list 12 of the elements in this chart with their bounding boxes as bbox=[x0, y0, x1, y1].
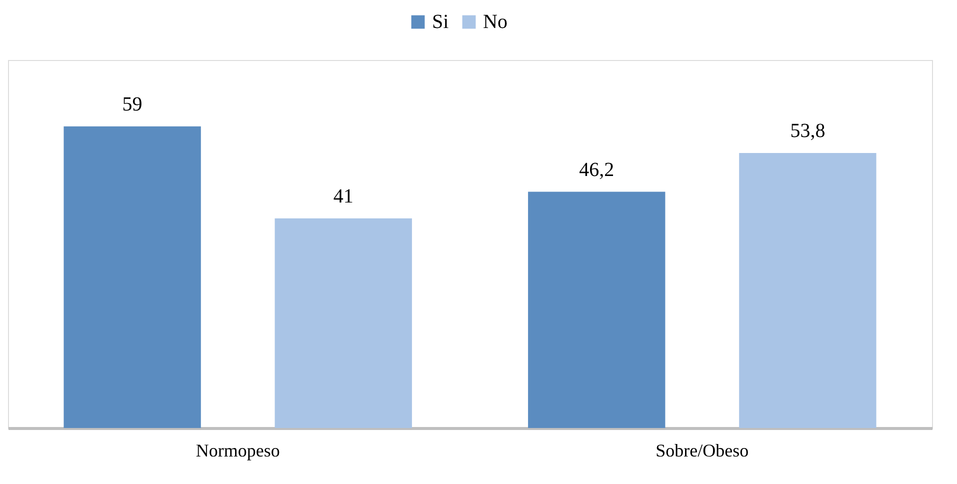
x-tick-label: Sobre/Obeso bbox=[656, 440, 749, 460]
legend-label: No bbox=[483, 11, 508, 33]
data-label: 41 bbox=[333, 185, 354, 208]
x-tick-label: Normopeso bbox=[196, 440, 280, 460]
data-label: 53,8 bbox=[790, 120, 826, 142]
data-label: 46,2 bbox=[579, 158, 614, 181]
bar bbox=[739, 152, 876, 428]
bar bbox=[528, 192, 666, 428]
legend-label: Si bbox=[432, 11, 450, 33]
data-label: 59 bbox=[122, 93, 142, 116]
bar bbox=[64, 126, 201, 428]
bar bbox=[274, 218, 412, 428]
